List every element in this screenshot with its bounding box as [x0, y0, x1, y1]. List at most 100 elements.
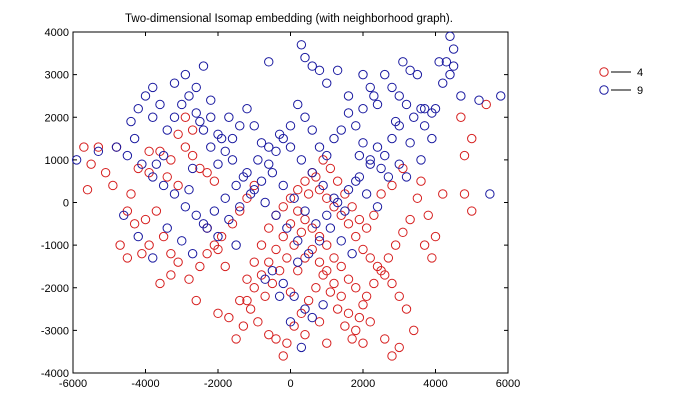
data-point-series-9: [162, 125, 172, 135]
data-point-series-4: [264, 257, 274, 267]
data-point-series-4: [202, 167, 212, 178]
data-point-series-4: [459, 189, 470, 199]
data-point-series-9: [405, 138, 415, 148]
data-point-series-4: [322, 338, 332, 348]
data-point-series-9: [267, 266, 278, 276]
data-point-series-9: [318, 300, 328, 310]
data-point-series-4: [231, 334, 241, 344]
y-tick-label: -3000: [41, 325, 69, 337]
data-point-series-9: [209, 206, 220, 216]
data-point-series-4: [387, 351, 397, 361]
data-point-series-9: [213, 159, 223, 169]
data-point-series-4: [166, 248, 176, 259]
data-point-series-9: [198, 125, 209, 135]
data-point-series-9: [387, 133, 397, 144]
data-point-series-9: [278, 278, 288, 289]
data-point-series-4: [380, 334, 390, 344]
data-point-series-9: [133, 104, 143, 114]
data-point-series-4: [220, 261, 230, 272]
data-point-series-9: [365, 159, 375, 169]
data-point-series-9: [177, 236, 187, 246]
data-point-series-4: [180, 142, 191, 152]
data-point-series-9: [249, 121, 259, 131]
data-point-series-4: [195, 261, 205, 272]
data-point-series-4: [202, 248, 212, 259]
data-point-series-4: [332, 176, 343, 186]
data-point-series-9: [394, 91, 404, 101]
data-point-series-9: [122, 150, 133, 161]
data-point-series-9: [285, 317, 296, 327]
data-point-series-9: [343, 108, 354, 118]
data-point-series-9: [184, 91, 194, 101]
data-point-series-4: [184, 274, 194, 284]
data-point-series-4: [409, 325, 419, 336]
data-point-series-4: [282, 338, 292, 348]
data-point-series-4: [151, 206, 162, 216]
data-point-series-9: [278, 180, 288, 191]
data-point-series-9: [267, 167, 278, 178]
data-point-series-4: [256, 240, 267, 250]
data-point-series-9: [300, 304, 310, 314]
data-point-series-4: [93, 142, 104, 152]
data-point-series-4: [387, 180, 397, 191]
data-point-series-9: [264, 159, 274, 169]
data-point-series-4: [376, 189, 386, 199]
data-point-series-9: [427, 133, 437, 144]
data-point-series-4: [213, 308, 223, 319]
data-point-series-9: [187, 248, 198, 259]
data-point-series-4: [329, 278, 339, 289]
data-point-series-9: [140, 91, 151, 101]
data-point-series-4: [213, 244, 223, 255]
data-point-series-9: [332, 65, 343, 76]
data-point-series-4: [336, 261, 346, 272]
data-point-series-4: [173, 257, 183, 267]
data-point-series-9: [318, 180, 328, 191]
data-point-series-9: [329, 193, 339, 203]
data-point-series-9: [220, 193, 230, 203]
data-point-series-4: [278, 202, 288, 212]
data-point-series-4: [264, 223, 274, 233]
data-point-series-9: [311, 219, 321, 229]
data-point-series-4: [245, 304, 256, 314]
data-point-series-9: [198, 61, 209, 71]
y-tick-label: -1000: [41, 240, 69, 252]
data-point-series-4: [481, 99, 491, 110]
data-point-series-9: [336, 236, 346, 246]
data-point-series-4: [398, 227, 408, 238]
x-tick-label: -6000: [59, 378, 87, 390]
legend-label-series-4: 4: [637, 67, 643, 79]
data-point-series-9: [206, 112, 216, 122]
data-point-series-9: [322, 150, 332, 161]
data-point-series-4: [126, 189, 136, 199]
data-point-series-9: [372, 99, 383, 110]
data-point-series-9: [191, 82, 201, 93]
data-point-series-9: [198, 219, 209, 229]
data-point-series-9: [213, 129, 223, 140]
data-point-series-9: [285, 142, 296, 152]
data-point-series-4: [242, 274, 252, 284]
data-point-series-4: [278, 231, 288, 242]
data-point-series-9: [416, 104, 426, 114]
data-point-series-4: [314, 257, 325, 267]
data-point-series-9: [448, 61, 459, 71]
data-point-series-4: [325, 163, 336, 174]
data-point-series-9: [195, 116, 205, 127]
data-point-series-9: [300, 206, 310, 216]
data-point-series-4: [405, 214, 415, 225]
y-tick-label: -4000: [41, 368, 69, 380]
data-point-series-9: [445, 31, 455, 41]
data-point-series-9: [293, 236, 303, 246]
data-point-series-4: [267, 278, 278, 289]
data-point-series-9: [358, 104, 368, 114]
data-point-series-4: [86, 159, 96, 169]
data-point-series-9: [347, 248, 357, 259]
data-point-series-4: [322, 266, 332, 276]
data-point-series-9: [169, 78, 180, 88]
data-point-series-9: [372, 142, 383, 152]
data-point-series-9: [343, 91, 354, 101]
data-point-series-9: [271, 210, 281, 220]
data-point-series-4: [260, 291, 270, 301]
data-point-series-9: [307, 125, 317, 135]
data-point-series-9: [148, 112, 158, 122]
